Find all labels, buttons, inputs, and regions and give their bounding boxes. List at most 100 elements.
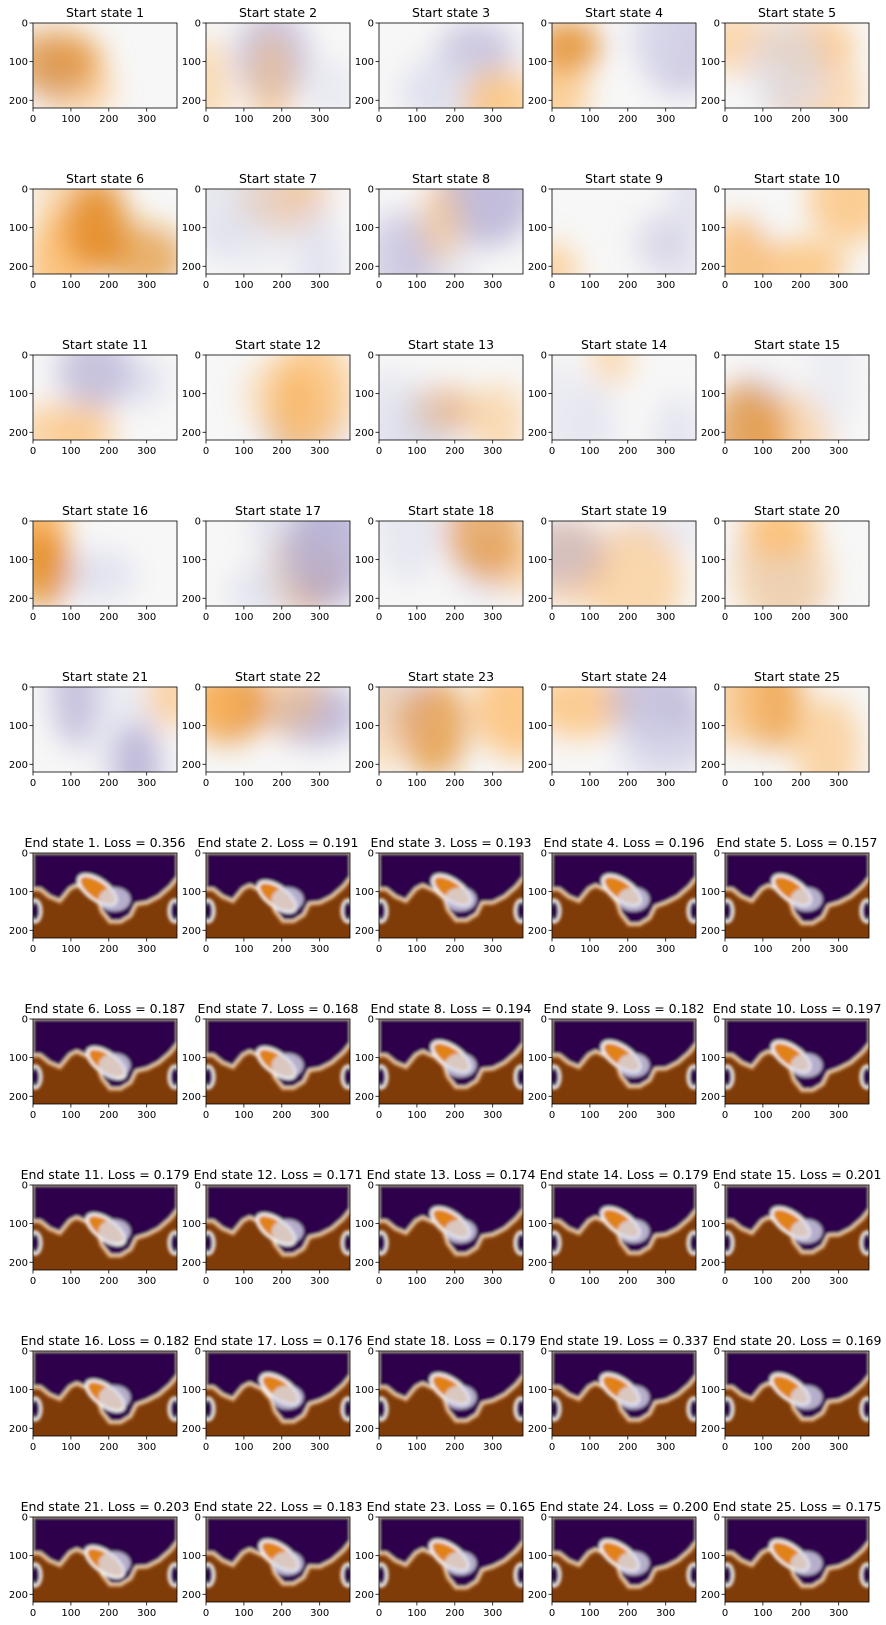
x-tick-label: 200: [791, 1276, 810, 1287]
y-tick-label: 200: [9, 96, 28, 107]
x-tick-label: 200: [272, 446, 291, 457]
y-tick-label: 0: [541, 849, 547, 860]
y-tick-label: 100: [355, 887, 374, 898]
y-tick-label: 200: [701, 262, 720, 273]
x-tick-label: 0: [376, 944, 382, 955]
y-tick-label: 200: [355, 926, 374, 937]
y-tick-label: 100: [528, 57, 547, 68]
panel-title: Start state 18: [408, 503, 494, 518]
axes-frame: [724, 686, 870, 773]
x-tick-label: 0: [30, 778, 36, 789]
axes-frame: [724, 1350, 870, 1437]
x-tick-label: 0: [203, 1276, 209, 1287]
panel-title: Start state 17: [235, 503, 321, 518]
heatmap-image: [379, 687, 523, 772]
x-tick-label: 0: [203, 944, 209, 955]
x-tick-label: 100: [234, 1276, 253, 1287]
axes-frame: [551, 1018, 697, 1105]
y-tick-label: 0: [541, 1513, 547, 1524]
x-tick-label: 0: [376, 280, 382, 291]
axes-frame: [32, 22, 178, 109]
y-tick-label: 0: [368, 1513, 374, 1524]
y-tick-label: 200: [701, 594, 720, 605]
heatmap-panel: Start state 4 0 100 200 300 0 100 200: [528, 5, 697, 125]
x-tick-label: 100: [61, 944, 80, 955]
x-tick-label: 100: [580, 114, 599, 125]
x-tick-label: 100: [234, 1442, 253, 1453]
y-tick-label: 200: [355, 760, 374, 771]
x-tick-label: 100: [61, 778, 80, 789]
heatmap-image: [379, 1517, 523, 1602]
y-tick-label: 100: [355, 223, 374, 234]
x-tick-label: 0: [376, 1442, 382, 1453]
x-tick-label: 0: [722, 114, 728, 125]
x-tick-label: 200: [791, 612, 810, 623]
x-tick-label: 200: [272, 1276, 291, 1287]
y-tick-label: 0: [541, 683, 547, 694]
x-tick-label: 300: [483, 1608, 502, 1619]
y-tick-label: 100: [182, 1385, 201, 1396]
x-tick-label: 0: [30, 612, 36, 623]
x-tick-label: 300: [483, 1442, 502, 1453]
x-tick-label: 100: [61, 1110, 80, 1121]
x-tick-label: 0: [376, 1276, 382, 1287]
heatmap-image: [33, 1185, 177, 1270]
x-tick-label: 100: [61, 1442, 80, 1453]
y-tick-label: 0: [195, 1181, 201, 1192]
x-tick-label: 100: [753, 1276, 772, 1287]
y-tick-label: 100: [528, 1219, 547, 1230]
x-tick-label: 200: [445, 944, 464, 955]
heatmap-image: [206, 521, 350, 606]
y-tick-label: 100: [528, 1385, 547, 1396]
heatmap-image: [552, 189, 696, 274]
axes-frame: [551, 22, 697, 109]
x-tick-label: 0: [203, 612, 209, 623]
y-tick-label: 100: [355, 389, 374, 400]
x-tick-label: 100: [61, 1276, 80, 1287]
y-tick-label: 100: [182, 57, 201, 68]
x-tick-label: 300: [137, 1608, 156, 1619]
heatmap-panel: Start state 17 0 100 200 300 0 100 200: [182, 503, 351, 623]
y-tick-label: 0: [714, 1181, 720, 1192]
x-tick-label: 100: [580, 612, 599, 623]
axes-frame: [205, 1018, 351, 1105]
y-tick-label: 0: [368, 683, 374, 694]
heatmap-panel: Start state 23 0 100 200 300 0 100 200: [355, 669, 524, 789]
heatmap-image: [725, 1185, 869, 1270]
x-tick-label: 200: [99, 446, 118, 457]
panel-title: Start state 7: [239, 171, 317, 186]
axes-frame: [32, 520, 178, 607]
heatmap-image: [206, 1351, 350, 1436]
y-tick-label: 200: [701, 428, 720, 439]
axes-frame: [378, 520, 524, 607]
heatmap-panel: Start state 14 0 100 200 300 0 100 200: [528, 337, 697, 457]
panel-title: Start state 14: [581, 337, 667, 352]
x-tick-label: 100: [580, 1110, 599, 1121]
panel-title: Start state 24: [581, 669, 667, 684]
heatmap-image: [33, 853, 177, 938]
heatmap-panel: Start state 9 0 100 200 300 0 100 200: [528, 171, 697, 291]
x-tick-label: 300: [137, 446, 156, 457]
x-tick-label: 0: [30, 446, 36, 457]
x-tick-label: 300: [829, 778, 848, 789]
panel-title: End state 6. Loss = 0.187: [25, 1001, 186, 1016]
x-tick-label: 0: [30, 1608, 36, 1619]
x-tick-label: 200: [791, 446, 810, 457]
y-tick-label: 100: [355, 1551, 374, 1562]
y-tick-label: 200: [701, 1092, 720, 1103]
y-tick-label: 100: [9, 555, 28, 566]
x-tick-label: 200: [791, 280, 810, 291]
x-tick-label: 100: [61, 612, 80, 623]
x-tick-label: 0: [203, 1110, 209, 1121]
x-tick-label: 300: [656, 778, 675, 789]
panel-title: End state 22. Loss = 0.183: [194, 1499, 363, 1514]
axes-frame: [205, 1516, 351, 1603]
heatmap-image: [379, 355, 523, 440]
x-tick-label: 0: [722, 1110, 728, 1121]
y-tick-label: 0: [195, 683, 201, 694]
x-tick-label: 200: [445, 612, 464, 623]
